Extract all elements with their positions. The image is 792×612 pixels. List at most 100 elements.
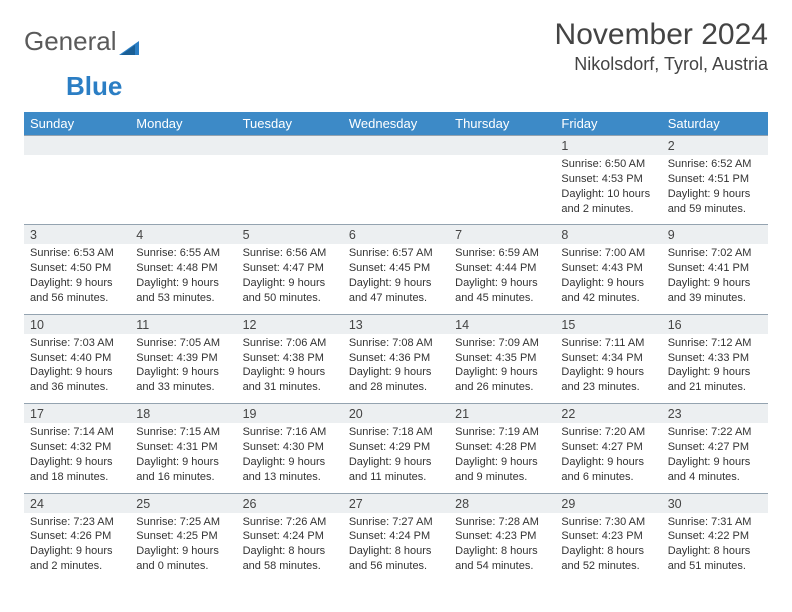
day-content: Sunrise: 7:11 AMSunset: 4:34 PMDaylight:…	[555, 334, 661, 404]
sunset: Sunset: 4:36 PM	[349, 351, 443, 366]
sunrise: Sunrise: 7:20 AM	[561, 425, 655, 440]
sunrise: Sunrise: 6:55 AM	[136, 246, 230, 261]
daylight-line1: Daylight: 8 hours	[455, 544, 549, 559]
sunset: Sunset: 4:26 PM	[30, 529, 124, 544]
daynum-row: 3456789	[24, 225, 768, 245]
daylight-line2: and 6 minutes.	[561, 470, 655, 485]
daylight-line2: and 0 minutes.	[136, 559, 230, 574]
location: Nikolsdorf, Tyrol, Austria	[555, 54, 768, 75]
content-row: Sunrise: 7:14 AMSunset: 4:32 PMDaylight:…	[24, 423, 768, 493]
daylight-line2: and 56 minutes.	[349, 559, 443, 574]
day-content: Sunrise: 7:02 AMSunset: 4:41 PMDaylight:…	[662, 244, 768, 314]
daylight-line1: Daylight: 9 hours	[30, 455, 124, 470]
sunrise: Sunrise: 7:23 AM	[30, 515, 124, 530]
day-number: 10	[24, 314, 130, 334]
sunset: Sunset: 4:27 PM	[561, 440, 655, 455]
day-number: 5	[237, 225, 343, 245]
daylight-line1: Daylight: 9 hours	[668, 187, 762, 202]
sunrise: Sunrise: 7:18 AM	[349, 425, 443, 440]
weekday-header: Friday	[555, 112, 661, 136]
sunset: Sunset: 4:23 PM	[561, 529, 655, 544]
sunset: Sunset: 4:48 PM	[136, 261, 230, 276]
content-row: Sunrise: 7:23 AMSunset: 4:26 PMDaylight:…	[24, 513, 768, 582]
day-content: Sunrise: 7:09 AMSunset: 4:35 PMDaylight:…	[449, 334, 555, 404]
daylight-line1: Daylight: 9 hours	[30, 276, 124, 291]
content-row: Sunrise: 7:03 AMSunset: 4:40 PMDaylight:…	[24, 334, 768, 404]
sunrise: Sunrise: 7:08 AM	[349, 336, 443, 351]
day-number: 24	[24, 493, 130, 513]
sunset: Sunset: 4:32 PM	[30, 440, 124, 455]
day-number: 3	[24, 225, 130, 245]
day-number	[449, 136, 555, 156]
sunset: Sunset: 4:23 PM	[455, 529, 549, 544]
sunrise: Sunrise: 7:31 AM	[668, 515, 762, 530]
daylight-line1: Daylight: 8 hours	[243, 544, 337, 559]
day-number: 16	[662, 314, 768, 334]
day-content: Sunrise: 6:53 AMSunset: 4:50 PMDaylight:…	[24, 244, 130, 314]
daylight-line2: and 51 minutes.	[668, 559, 762, 574]
day-content: Sunrise: 7:30 AMSunset: 4:23 PMDaylight:…	[555, 513, 661, 582]
sunrise: Sunrise: 7:06 AM	[243, 336, 337, 351]
day-number	[24, 136, 130, 156]
weekday-header: Monday	[130, 112, 236, 136]
daylight-line2: and 31 minutes.	[243, 380, 337, 395]
sunrise: Sunrise: 7:00 AM	[561, 246, 655, 261]
sunset: Sunset: 4:30 PM	[243, 440, 337, 455]
weekday-header: Sunday	[24, 112, 130, 136]
sunrise: Sunrise: 7:16 AM	[243, 425, 337, 440]
sunrise: Sunrise: 7:22 AM	[668, 425, 762, 440]
content-row: Sunrise: 6:50 AMSunset: 4:53 PMDaylight:…	[24, 155, 768, 225]
day-number: 13	[343, 314, 449, 334]
logo-sail-icon	[117, 33, 141, 51]
day-content	[449, 155, 555, 225]
daynum-row: 12	[24, 136, 768, 156]
daylight-line1: Daylight: 9 hours	[455, 365, 549, 380]
sunset: Sunset: 4:33 PM	[668, 351, 762, 366]
day-number: 11	[130, 314, 236, 334]
daylight-line2: and 39 minutes.	[668, 291, 762, 306]
day-number: 22	[555, 404, 661, 424]
sunset: Sunset: 4:22 PM	[668, 529, 762, 544]
sunrise: Sunrise: 7:05 AM	[136, 336, 230, 351]
sunrise: Sunrise: 7:09 AM	[455, 336, 549, 351]
daylight-line2: and 42 minutes.	[561, 291, 655, 306]
day-content: Sunrise: 6:57 AMSunset: 4:45 PMDaylight:…	[343, 244, 449, 314]
sunset: Sunset: 4:51 PM	[668, 172, 762, 187]
daylight-line1: Daylight: 9 hours	[30, 544, 124, 559]
day-content: Sunrise: 7:06 AMSunset: 4:38 PMDaylight:…	[237, 334, 343, 404]
daylight-line1: Daylight: 9 hours	[30, 365, 124, 380]
daylight-line2: and 28 minutes.	[349, 380, 443, 395]
daylight-line2: and 47 minutes.	[349, 291, 443, 306]
day-number: 7	[449, 225, 555, 245]
day-number: 2	[662, 136, 768, 156]
day-content: Sunrise: 7:28 AMSunset: 4:23 PMDaylight:…	[449, 513, 555, 582]
day-number: 26	[237, 493, 343, 513]
day-content: Sunrise: 7:18 AMSunset: 4:29 PMDaylight:…	[343, 423, 449, 493]
header-right: November 2024 Nikolsdorf, Tyrol, Austria	[555, 18, 768, 75]
daylight-line2: and 59 minutes.	[668, 202, 762, 217]
content-row: Sunrise: 6:53 AMSunset: 4:50 PMDaylight:…	[24, 244, 768, 314]
day-number: 19	[237, 404, 343, 424]
sunrise: Sunrise: 7:14 AM	[30, 425, 124, 440]
day-number: 8	[555, 225, 661, 245]
daylight-line2: and 9 minutes.	[455, 470, 549, 485]
daylight-line1: Daylight: 8 hours	[349, 544, 443, 559]
daylight-line2: and 58 minutes.	[243, 559, 337, 574]
weekday-header: Wednesday	[343, 112, 449, 136]
day-number: 14	[449, 314, 555, 334]
day-number	[130, 136, 236, 156]
daylight-line1: Daylight: 9 hours	[136, 365, 230, 380]
daylight-line1: Daylight: 9 hours	[561, 365, 655, 380]
day-content: Sunrise: 6:56 AMSunset: 4:47 PMDaylight:…	[237, 244, 343, 314]
day-content: Sunrise: 7:03 AMSunset: 4:40 PMDaylight:…	[24, 334, 130, 404]
day-number: 1	[555, 136, 661, 156]
day-number: 18	[130, 404, 236, 424]
weekday-header: Saturday	[662, 112, 768, 136]
sunset: Sunset: 4:44 PM	[455, 261, 549, 276]
daylight-line1: Daylight: 9 hours	[668, 276, 762, 291]
day-content: Sunrise: 7:25 AMSunset: 4:25 PMDaylight:…	[130, 513, 236, 582]
daylight-line1: Daylight: 9 hours	[349, 276, 443, 291]
daylight-line2: and 16 minutes.	[136, 470, 230, 485]
day-number: 28	[449, 493, 555, 513]
daylight-line1: Daylight: 9 hours	[243, 276, 337, 291]
